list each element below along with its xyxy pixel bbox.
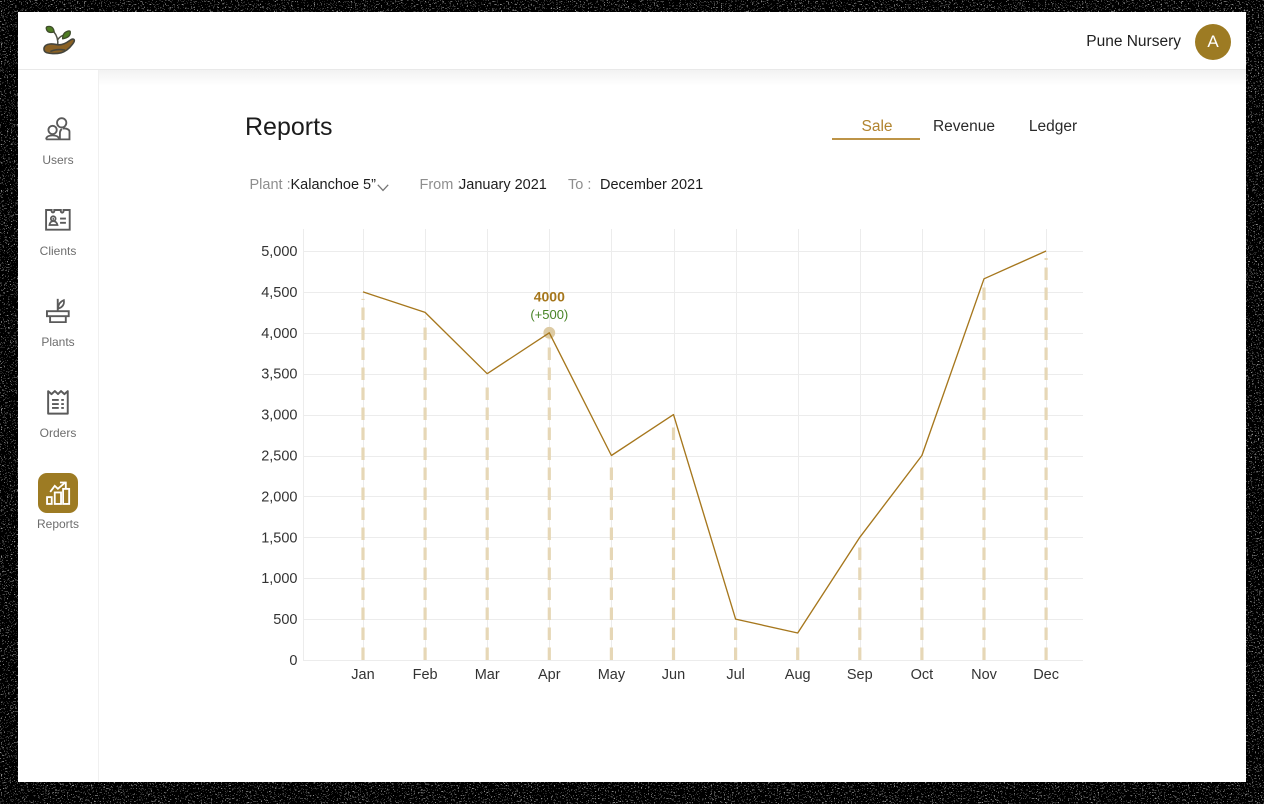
svg-text:1,000: 1,000: [261, 571, 297, 587]
svg-text:500: 500: [273, 612, 297, 628]
svg-text:Jun: Jun: [662, 667, 685, 683]
svg-text:1,500: 1,500: [261, 530, 297, 546]
svg-text:Feb: Feb: [413, 667, 438, 683]
svg-text:Apr: Apr: [538, 667, 561, 683]
svg-text:5,000: 5,000: [261, 244, 297, 260]
svg-text:Jan: Jan: [351, 667, 374, 683]
svg-text:2,500: 2,500: [261, 449, 297, 465]
svg-text:4,500: 4,500: [261, 285, 297, 301]
svg-text:2,000: 2,000: [261, 489, 297, 505]
svg-text:3,500: 3,500: [261, 367, 297, 383]
svg-text:Oct: Oct: [911, 667, 934, 683]
svg-text:Sep: Sep: [847, 667, 873, 683]
svg-text:May: May: [598, 667, 626, 683]
svg-text:(+500): (+500): [530, 307, 568, 322]
svg-text:0: 0: [289, 653, 297, 669]
svg-text:3,000: 3,000: [261, 408, 297, 424]
svg-text:Nov: Nov: [971, 667, 998, 683]
svg-text:Mar: Mar: [475, 667, 500, 683]
svg-text:4000: 4000: [534, 289, 565, 305]
svg-text:Dec: Dec: [1033, 667, 1059, 683]
svg-text:4,000: 4,000: [261, 326, 297, 342]
svg-text:Jul: Jul: [726, 667, 745, 683]
svg-text:Aug: Aug: [785, 667, 811, 683]
